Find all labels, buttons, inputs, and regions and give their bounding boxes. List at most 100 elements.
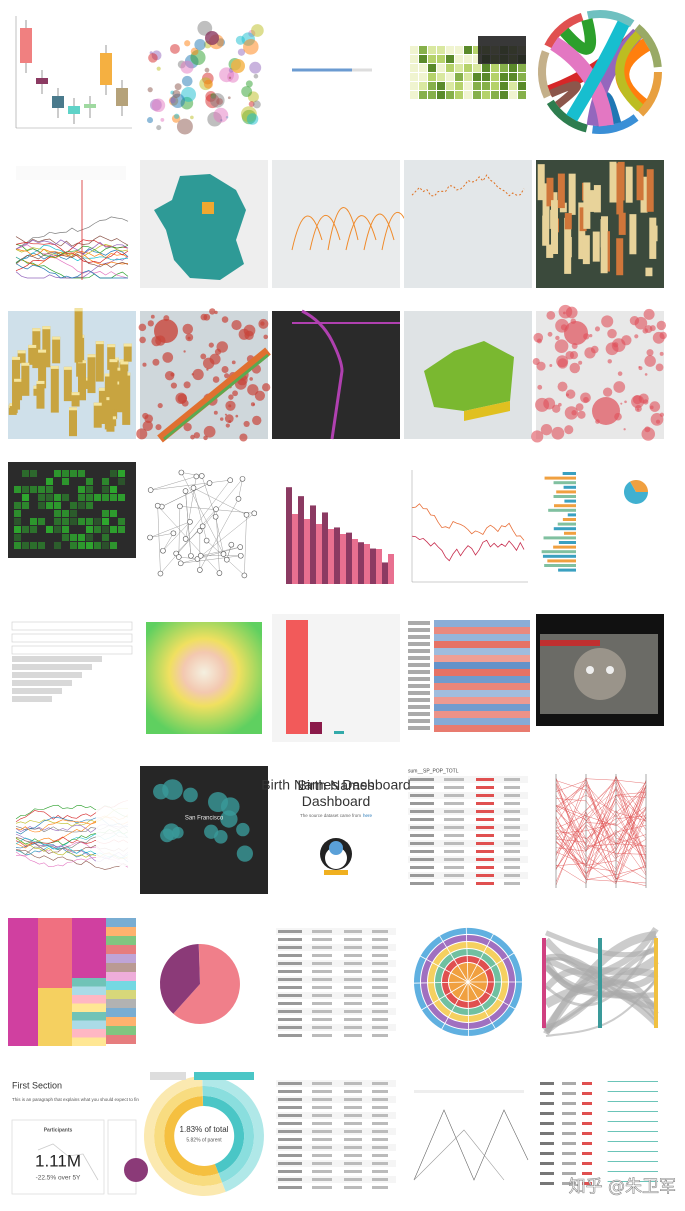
- shape: [14, 378, 23, 401]
- shape: [554, 339, 569, 354]
- shape: [102, 510, 109, 517]
- shape: [100, 53, 112, 85]
- shape: [224, 413, 227, 416]
- shape: [531, 430, 544, 443]
- shape: [157, 570, 164, 577]
- shape: [549, 81, 582, 109]
- shape: [238, 328, 250, 340]
- shape: [142, 420, 153, 432]
- shape: [408, 649, 430, 653]
- shape: [444, 786, 464, 789]
- shape: [69, 407, 78, 437]
- tile: [408, 620, 530, 732]
- tile: [272, 309, 400, 440]
- shape: [518, 64, 526, 72]
- shape: [50, 365, 59, 413]
- shape: [120, 361, 129, 365]
- shape: [624, 400, 627, 404]
- shape: [286, 620, 308, 734]
- shape: [309, 215, 341, 251]
- shape: [278, 1018, 302, 1021]
- shape: [434, 620, 530, 627]
- shape: [206, 368, 209, 371]
- shape: [444, 866, 464, 869]
- shape: [118, 470, 125, 477]
- shape: [372, 954, 388, 957]
- shape: [551, 200, 559, 254]
- shape: [582, 1122, 592, 1125]
- tile: [536, 614, 664, 726]
- shape: [352, 539, 358, 584]
- shape: [418, 954, 469, 983]
- shape: [118, 526, 125, 533]
- shape: [582, 1132, 592, 1135]
- shape: [583, 182, 591, 229]
- shape: [555, 777, 647, 853]
- shape: [38, 486, 45, 493]
- shape: [37, 1143, 99, 1181]
- shape: [543, 397, 556, 410]
- shape: [278, 1010, 302, 1013]
- shape: [38, 502, 45, 509]
- shape: [555, 778, 647, 864]
- tile: [404, 311, 532, 439]
- shape: [278, 1082, 302, 1085]
- tile: [11, 621, 133, 702]
- shape: [408, 824, 528, 831]
- shape: [144, 414, 154, 423]
- shape: [408, 848, 528, 855]
- shape: [312, 1130, 332, 1133]
- shape: [118, 518, 125, 525]
- shape: [183, 422, 192, 432]
- shape: [22, 494, 29, 501]
- shape: [372, 1114, 388, 1117]
- shape: [615, 31, 644, 112]
- shape: [582, 1102, 592, 1105]
- shape: [414, 1090, 524, 1093]
- shape: [78, 360, 87, 401]
- shape: [110, 494, 117, 501]
- shape: [183, 787, 198, 803]
- shape: [212, 513, 219, 520]
- shape: [52, 336, 61, 340]
- shape: [312, 1162, 332, 1165]
- shape: [410, 786, 434, 789]
- shape: [163, 353, 269, 441]
- shape: [38, 349, 47, 389]
- link[interactable]: here: [363, 813, 373, 818]
- shape: [434, 634, 530, 641]
- shape: [220, 810, 238, 828]
- shape: [62, 510, 69, 517]
- shape: [555, 810, 647, 855]
- shape: [54, 518, 61, 525]
- shape: [455, 82, 463, 90]
- shape: [646, 169, 654, 212]
- shape: [202, 1085, 255, 1183]
- shape: [564, 425, 574, 435]
- shape: [102, 494, 109, 501]
- shape: [372, 970, 388, 973]
- shape: [344, 1018, 362, 1021]
- shape: [147, 534, 153, 541]
- shape: [200, 546, 241, 556]
- shape: [582, 1092, 592, 1095]
- shape: [276, 952, 396, 959]
- shape: [118, 478, 125, 485]
- shape: [434, 676, 530, 683]
- label: 5.82% of parent: [186, 1137, 222, 1143]
- shape: [446, 82, 454, 90]
- shape: [540, 1132, 554, 1135]
- shape: [50, 365, 59, 369]
- shape: [238, 478, 243, 499]
- shape: [241, 86, 253, 97]
- shape: [150, 314, 155, 319]
- shape: [159, 944, 200, 1014]
- shape: [251, 510, 258, 517]
- shape: [243, 39, 259, 55]
- shape: [569, 362, 581, 374]
- shape: [540, 1162, 554, 1165]
- shape: [642, 328, 649, 334]
- shape: [564, 406, 579, 420]
- shape: [170, 43, 180, 54]
- shape: [358, 542, 364, 584]
